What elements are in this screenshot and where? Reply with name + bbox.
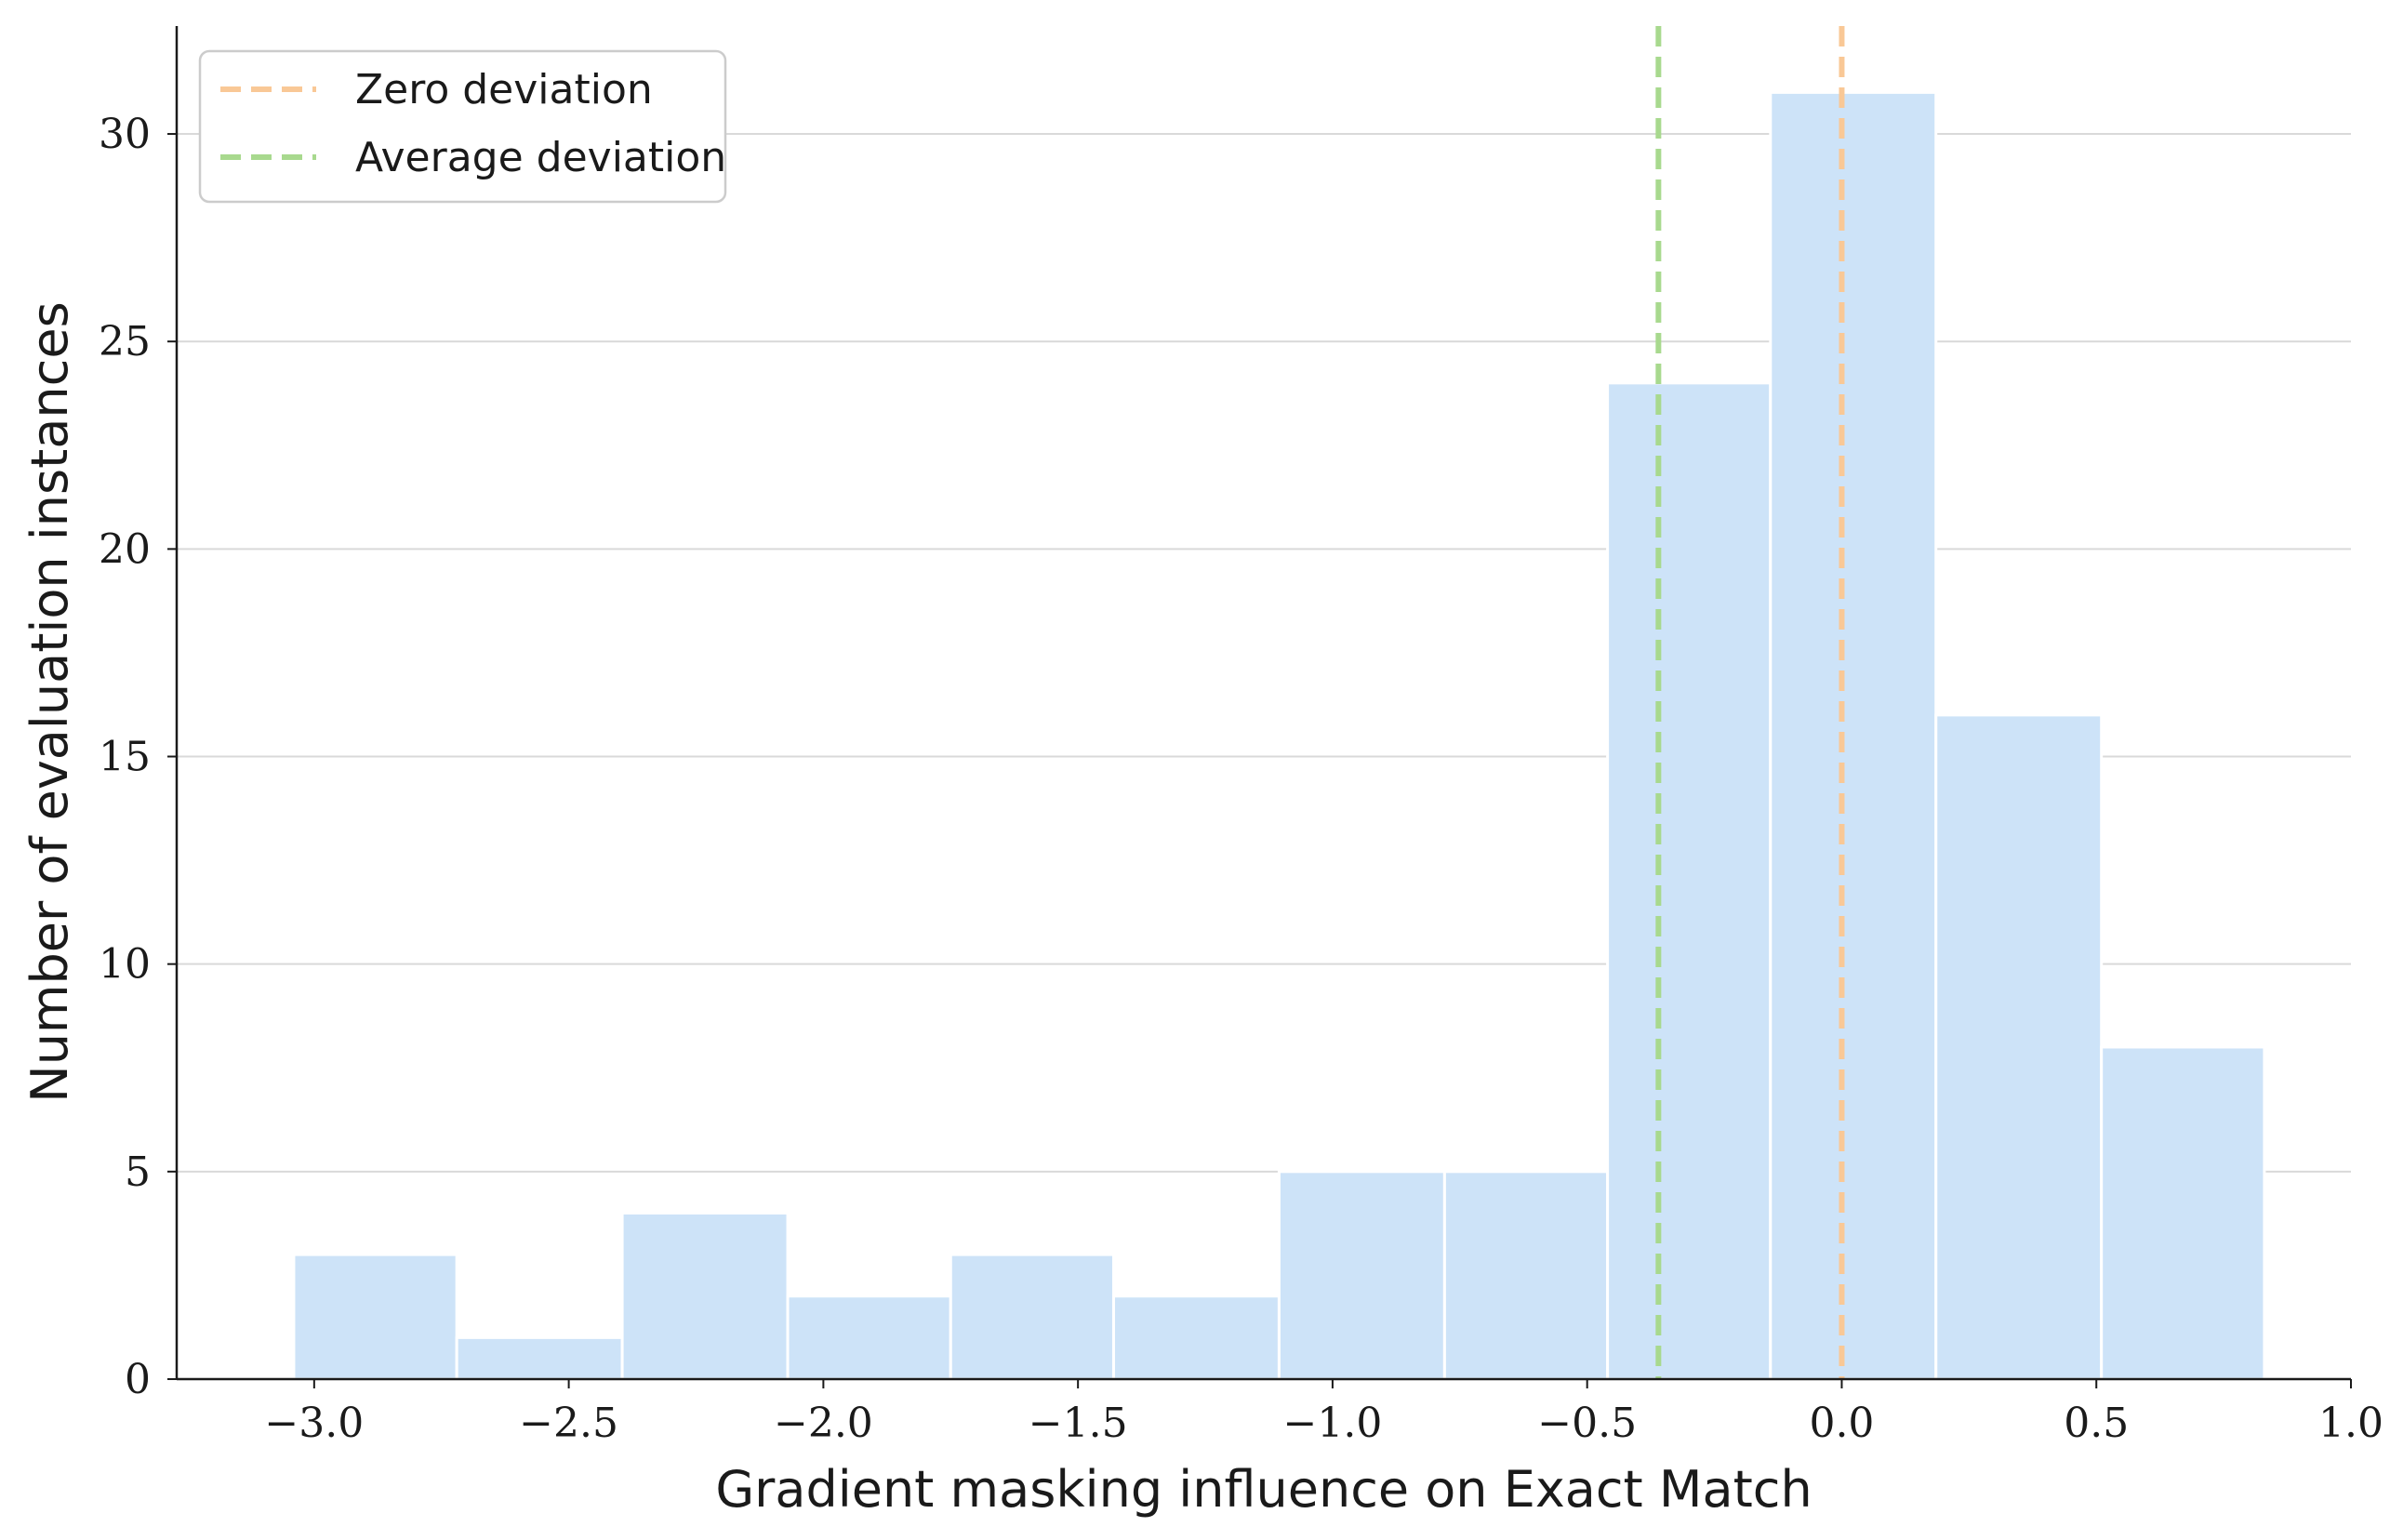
histogram-bar-7 [1442, 1170, 1610, 1381]
y-tick-label: 0 [125, 1356, 151, 1403]
x-tick-label: 0.5 [2064, 1400, 2129, 1447]
x-axis-title: Gradient masking influence on Exact Matc… [715, 1460, 1812, 1519]
x-tick-label: −2.5 [519, 1400, 618, 1447]
histogram-bar-11 [2100, 1045, 2266, 1381]
y-tick-label: 5 [125, 1148, 151, 1196]
legend-label-average-deviation: Average deviation [355, 134, 726, 181]
y-tick-label: 15 [99, 734, 151, 781]
axes [175, 26, 2351, 1381]
x-tick-label: 0.0 [1809, 1400, 1874, 1447]
legend-label-zero-deviation: Zero deviation [355, 66, 653, 113]
y-axis-title: Number of evaluation instances [20, 301, 79, 1102]
histogram-bar-1 [455, 1335, 624, 1381]
x-tick-label: −1.0 [1282, 1400, 1382, 1447]
legend: Zero deviation Average deviation [198, 49, 727, 204]
histogram-bars [292, 90, 2266, 1381]
histogram-bar-2 [620, 1211, 790, 1381]
x-tick-label: 1.0 [2318, 1400, 2383, 1447]
legend-box [198, 49, 727, 204]
y-tick-label: 25 [99, 318, 151, 365]
histogram-bar-0 [292, 1253, 458, 1381]
y-tick-label: 30 [99, 111, 151, 158]
histogram-bar-4 [949, 1253, 1115, 1381]
x-tick-label: −0.5 [1537, 1400, 1637, 1447]
histogram-bar-6 [1277, 1170, 1446, 1381]
histogram-bar-8 [1606, 381, 1773, 1381]
histogram-bar-9 [1769, 90, 1938, 1381]
x-tick-label: −2.0 [774, 1400, 873, 1447]
y-tick-label: 20 [99, 525, 151, 573]
x-tick-label: −1.5 [1029, 1400, 1128, 1447]
tick-labels: −3.0 −2.5 −2.0 −1.5 −1.0 −0.5 0.0 0.5 1.0 0 5 10 15 2… [99, 111, 2383, 1447]
histogram-bar-3 [786, 1294, 952, 1381]
reference-lines [1655, 26, 1845, 1379]
y-tick-label: 10 [99, 941, 151, 989]
histogram-bar-5 [1111, 1294, 1281, 1381]
histogram-bar-10 [1934, 713, 2104, 1381]
x-tick-label: −3.0 [264, 1400, 364, 1447]
